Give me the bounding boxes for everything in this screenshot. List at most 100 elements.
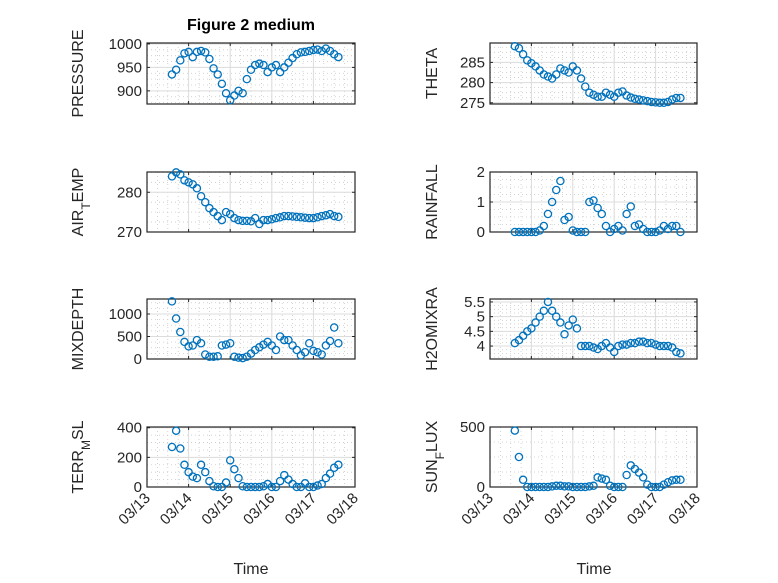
y-tick-label: 950 [117,59,142,76]
data-point [263,67,272,77]
data-point [171,65,181,74]
data-point [321,341,331,350]
data-point [280,211,289,221]
data-point [514,44,524,53]
y-label-main: MIXDEPTH [70,288,87,371]
data-point [171,168,181,177]
data-point [192,47,202,57]
data-point [288,341,297,350]
data-point [325,209,335,219]
data-point [593,203,602,213]
axes-box [146,298,356,360]
data-point [184,342,193,351]
y-label-subscript: M [79,440,93,450]
data-point [589,90,598,99]
data-point [676,475,685,485]
data-point [531,227,540,237]
data-point [246,65,256,74]
data-point [213,352,222,361]
data-point [564,482,573,491]
y-tick-label: 5 [477,309,485,326]
figure-title: Figure 2 medium [187,17,315,34]
data-point [250,345,260,355]
data-point [313,45,322,54]
data-point [205,54,214,64]
data-point [309,346,318,356]
data-point [655,98,664,108]
data-point [317,350,326,359]
subplot-air-temp: 270 280 AIRTEMP [70,168,356,241]
data-point [643,96,652,106]
data-point [535,312,544,321]
y-tick-label: 1000 [109,306,142,323]
data-point [568,315,578,324]
data-point [267,482,277,492]
y-label-main: TERR [70,450,87,494]
data-point [580,341,590,351]
data-point [551,481,561,491]
data-point [539,306,549,316]
data-point [296,213,306,222]
data-point [672,475,681,485]
data-point [284,58,293,67]
data-point [234,86,243,96]
y-axis-label: AIRTEMP [70,168,93,237]
data-point [576,482,586,492]
data-point [225,338,235,348]
data-point [622,91,631,100]
data-point [564,321,573,330]
data-point [580,482,590,492]
data-point [618,340,627,349]
data-point [663,97,673,107]
data-point [531,318,540,327]
data-point [217,341,227,350]
data-point [242,216,252,226]
data-point [556,318,565,327]
data-point [647,97,656,107]
data-point [176,170,185,179]
data-point [221,478,231,487]
data-point [171,314,181,323]
data-point [209,482,218,491]
data-point [304,46,314,56]
data-point [518,475,528,485]
data-point [238,482,247,491]
data-point [564,68,573,77]
y-tick-label: 4 [477,338,485,355]
data-point [551,70,561,79]
data-point [321,211,331,220]
data-point [614,482,623,492]
data-point [518,50,528,59]
data-point [300,47,310,57]
data-point [593,92,602,101]
data-point [564,212,573,222]
data-point [580,227,590,237]
y-tick-label: 280 [117,184,142,201]
data-point [556,176,565,186]
data-point [246,482,256,492]
data-point [518,227,528,237]
data-point [651,482,660,492]
data-point [217,79,227,89]
data-point [667,476,677,485]
data-point [329,323,339,332]
data-point [292,212,302,222]
data-point [626,93,636,102]
data-point [188,472,198,481]
data-point [225,95,235,105]
data-point [527,482,536,492]
data-point [275,476,285,486]
y-tick-label: 500 [117,328,142,345]
y-tick-label: 500 [460,419,485,436]
data-point [647,338,656,348]
data-point [622,340,631,349]
data-point [672,93,681,103]
data-point [196,338,206,348]
data-point [510,41,520,51]
subplot-rainfall: 0 1 2 RAINFALL [424,164,698,241]
data-point [510,426,520,435]
data-point [230,464,239,474]
data-point [284,211,293,221]
data-point [589,481,598,491]
data-point [255,482,264,492]
